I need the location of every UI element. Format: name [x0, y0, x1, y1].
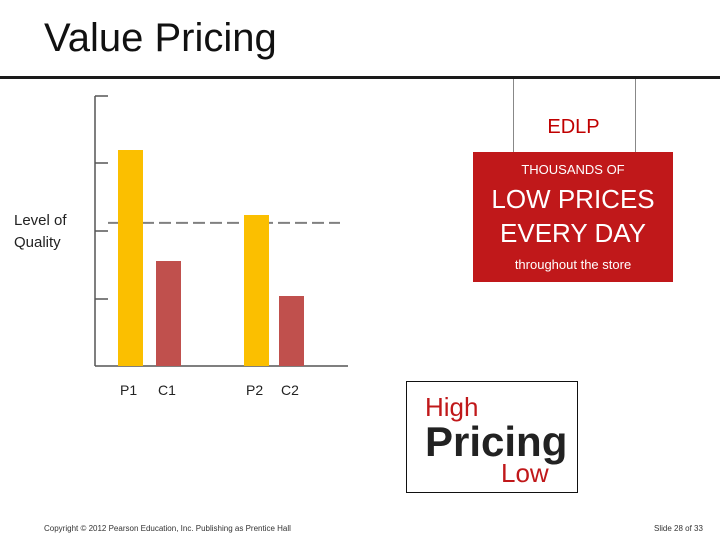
pricing-main: Pricing [425, 418, 568, 465]
bar-p2 [244, 214, 269, 366]
x-tick-label: C2 [281, 382, 299, 398]
edlp-sign: THOUSANDS OF LOW PRICES EVERY DAY throug… [473, 152, 673, 282]
title-divider [0, 76, 720, 79]
pricing-box: High Pricing Low [406, 381, 578, 493]
edlp-main-text: LOW PRICES EVERY DAY [491, 184, 655, 248]
slide-number: Slide 28 of 33 [654, 524, 703, 533]
edlp-title: EDLP [547, 116, 600, 138]
slide-title: Value Pricing [44, 16, 277, 60]
edlp-top-text: THOUSANDS OF [521, 162, 625, 177]
pricing-high: High [425, 392, 479, 422]
edlp-bottom-text: throughout the store [514, 257, 632, 272]
x-tick-label: C1 [158, 382, 176, 398]
bar-c2 [279, 295, 304, 366]
x-tick-label: P2 [246, 382, 264, 398]
edlp-frame [513, 79, 636, 153]
bar-p1 [118, 150, 143, 366]
footer-copyright: Copyright © 2012 Pearson Education, Inc.… [44, 524, 291, 533]
pricing-low: Low [501, 458, 549, 488]
x-tick-label: P1 [120, 382, 138, 398]
y-axis-label: Level of Quality [14, 212, 67, 251]
bar-c1 [156, 260, 181, 366]
